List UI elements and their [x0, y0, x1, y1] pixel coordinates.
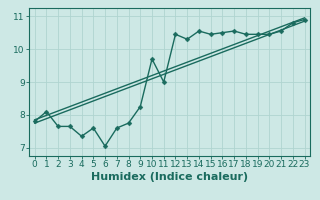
- X-axis label: Humidex (Indice chaleur): Humidex (Indice chaleur): [91, 172, 248, 182]
